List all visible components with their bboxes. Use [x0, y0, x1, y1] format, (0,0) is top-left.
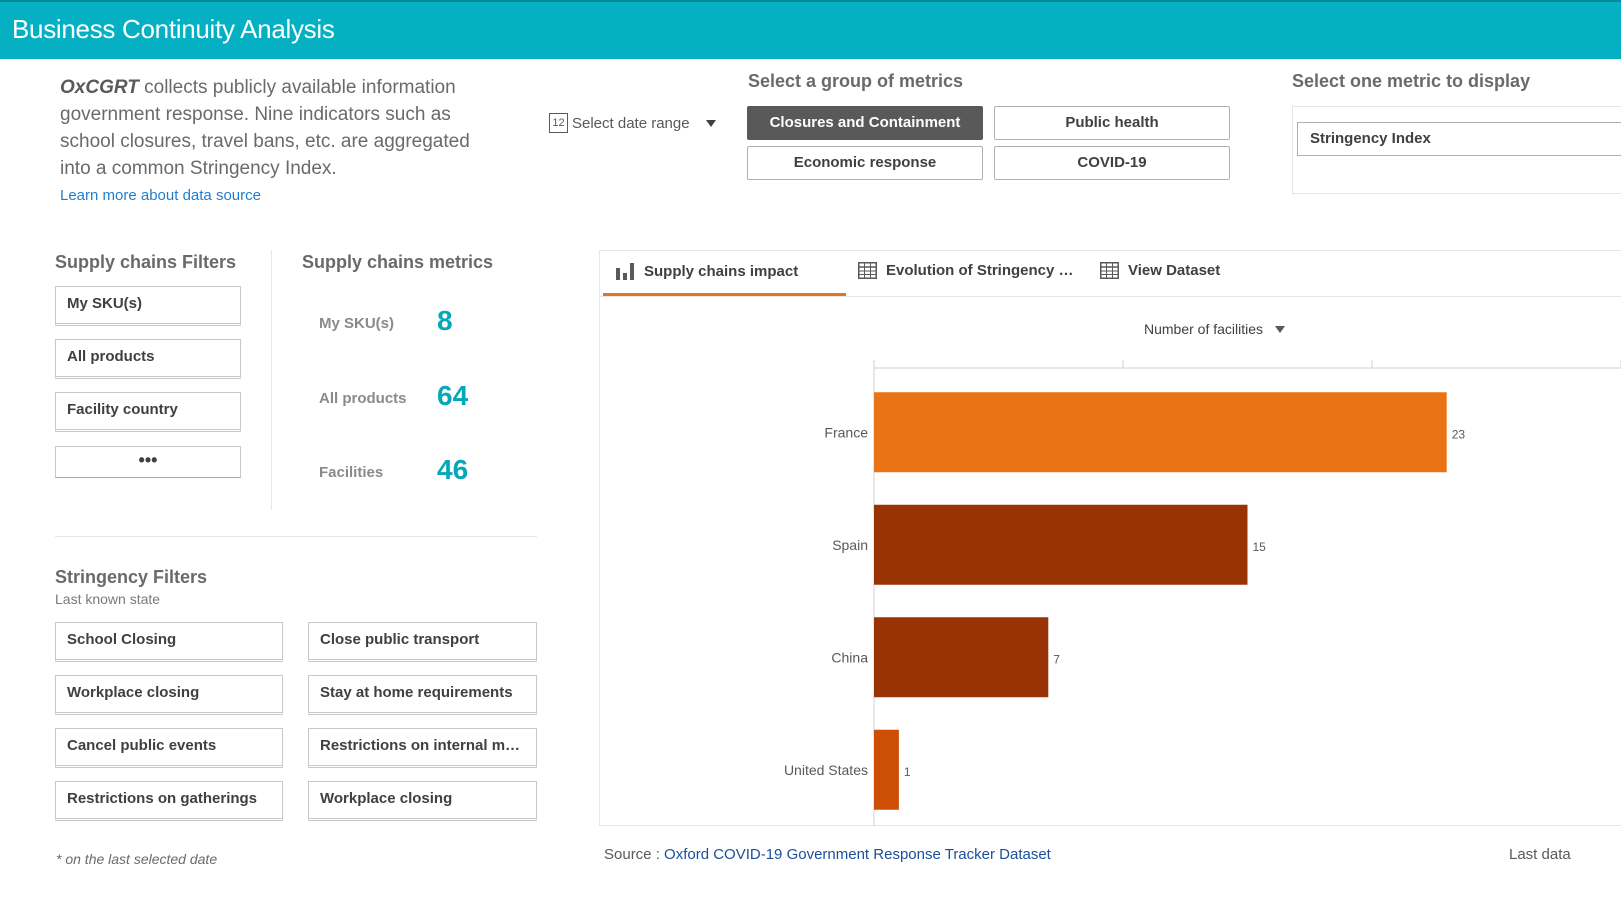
covid-19-button[interactable]: COVID-19 — [994, 146, 1230, 180]
source-prefix: Source : — [604, 846, 665, 863]
filter-my-skus[interactable]: My SKU(s) — [55, 286, 241, 326]
bar-spain[interactable] — [874, 504, 1248, 585]
kpi-label-skus: My SKU(s) — [319, 315, 395, 332]
intro-text: OxCGRT collects publicly available infor… — [60, 74, 480, 182]
filter-school-closing[interactable]: School Closing — [55, 622, 283, 662]
metric-group-label: Select a group of metrics — [748, 71, 964, 91]
data-label: 15 — [1253, 540, 1267, 554]
last-data-label: Last data — [1509, 846, 1571, 863]
category-label[interactable]: France — [824, 424, 868, 440]
supply-metrics-title: Supply chains metrics — [302, 252, 494, 272]
intro-brand: OxCGRT — [60, 77, 139, 98]
kpi-label-products: All products — [319, 390, 407, 407]
stringency-index-selector[interactable]: Stringency Index — [1297, 122, 1621, 156]
tab-evolution-stringency[interactable]: Evolution of Stringency … — [858, 262, 1074, 279]
divider — [271, 250, 272, 510]
calendar-icon: 12 — [549, 113, 568, 133]
tab-label: Evolution of Stringency … — [886, 262, 1074, 279]
bar-france[interactable] — [874, 392, 1447, 473]
header-bar: Business Continuity Analysis — [0, 0, 1621, 59]
kpi-label-facilities: Facilities — [319, 464, 384, 481]
tabs-divider — [600, 296, 1621, 297]
bar-china[interactable] — [874, 617, 1049, 698]
source-line: Source : Oxford COVID-19 Government Resp… — [604, 846, 1051, 863]
filter-stay-at-home[interactable]: Stay at home requirements — [308, 675, 537, 715]
intro-description: collects publicly available information … — [60, 77, 470, 179]
more-filters-button[interactable]: ••• — [55, 446, 241, 478]
date-range-label: Select date range — [572, 114, 690, 132]
metric-select-label: Select one metric to display — [1292, 71, 1531, 91]
category-label[interactable]: China — [831, 649, 868, 665]
filter-close-public-transport[interactable]: Close public transport — [308, 622, 537, 662]
bar-united-states[interactable] — [874, 729, 899, 810]
public-health-button[interactable]: Public health — [994, 106, 1230, 140]
filter-workplace-closing[interactable]: Workplace closing — [55, 675, 283, 715]
filter-restrictions-gatherings[interactable]: Restrictions on gatherings — [55, 781, 283, 821]
measure-selector[interactable]: Number of facilities — [1144, 321, 1286, 337]
category-label[interactable]: Spain — [832, 537, 868, 553]
kpi-value-skus: 8 — [437, 305, 453, 336]
tab-supply-chains-impact[interactable]: Supply chains impact — [615, 262, 798, 280]
closures-containment-button[interactable]: Closures and Containment — [747, 106, 983, 140]
source-link[interactable]: Oxford COVID-19 Government Response Trac… — [664, 846, 1051, 863]
chevron-down-icon — [705, 119, 716, 127]
active-tab-indicator — [603, 293, 846, 296]
divider — [55, 536, 537, 537]
kpi-value-facilities: 46 — [437, 454, 469, 485]
learn-more-link[interactable]: Learn more about data source — [60, 187, 261, 204]
category-label[interactable]: United States — [784, 762, 868, 778]
page-title: Business Continuity Analysis — [12, 14, 335, 44]
filter-cancel-public-events[interactable]: Cancel public events — [55, 728, 283, 768]
footnote: * on the last selected date — [56, 851, 218, 867]
table-icon — [858, 262, 877, 279]
stringency-filters-subtitle: Last known state — [55, 591, 161, 607]
table-icon — [1100, 262, 1119, 279]
economic-response-button[interactable]: Economic response — [747, 146, 983, 180]
chevron-down-icon — [1275, 325, 1286, 333]
filter-all-products[interactable]: All products — [55, 339, 241, 379]
tab-label: Supply chains impact — [644, 262, 799, 280]
filter-facility-country[interactable]: Facility country — [55, 392, 241, 432]
bar-chart-icon — [616, 263, 634, 280]
tab-view-dataset[interactable]: View Dataset — [1100, 262, 1220, 279]
measure-label: Number of facilities — [1144, 321, 1264, 337]
bar-chart: France 23 Spain 15 China 7 United States 1 — [784, 360, 1621, 826]
data-label: 7 — [1053, 652, 1060, 666]
filter-workplace-closing-2[interactable]: Workplace closing — [308, 781, 537, 821]
kpi-value-products: 64 — [437, 380, 469, 411]
date-range-picker[interactable]: 12 Select date range — [549, 113, 716, 133]
filter-restrictions-internal-movement[interactable]: Restrictions on internal m… — [308, 728, 537, 768]
data-label: 1 — [904, 765, 911, 779]
metric-select-panel — [1292, 106, 1621, 194]
data-label: 23 — [1452, 427, 1466, 441]
supply-filters-title: Supply chains Filters — [55, 252, 237, 272]
chart-panel — [599, 250, 1621, 826]
stringency-filters-title: Stringency Filters — [55, 567, 208, 587]
tab-label: View Dataset — [1128, 262, 1221, 279]
